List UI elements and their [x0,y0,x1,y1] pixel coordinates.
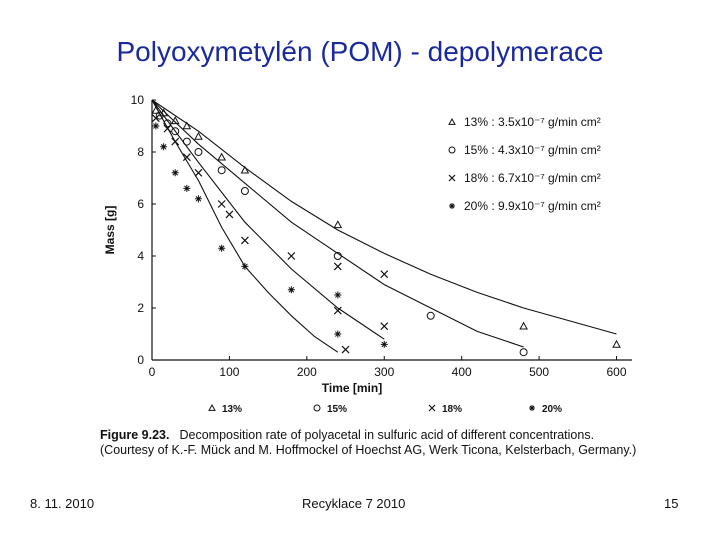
data-point-star [334,291,342,299]
bottom-legend-label: 18% [442,404,462,415]
data-point-star [334,330,342,338]
data-point-circle [194,148,203,156]
figure-caption: Figure 9.23. Decomposition rate of polyac… [100,428,650,458]
legend-marker-triangle [448,117,456,125]
data-point-circle [426,311,435,320]
footer-date: 8. 11. 2010 [30,496,95,511]
y-tick-label: 0 [137,353,144,367]
series-curve-15% [151,99,524,348]
x-axis-label: Time [min] [322,381,382,395]
data-point-circle [519,348,528,357]
legend-entry: 13% : 3.5x10⁻⁷ g/min cm² [464,115,601,129]
y-axis-label: Mass [g] [103,206,117,255]
footer-center: Recyklace 7 2010 [302,496,406,511]
data-point-x [151,114,160,123]
y-tick-label: 8 [137,145,144,159]
data-point-star [152,122,160,130]
legend-entry: 15% : 4.3x10⁻⁷ g/min cm² [464,143,601,157]
bottom-legend-label: 20% [542,404,562,415]
y-tick-label: 6 [137,197,144,211]
data-point-triangle [612,339,621,348]
data-point-x [225,210,234,219]
data-point-triangle [217,152,227,161]
data-point-triangle [182,121,192,130]
data-point-x [240,236,249,245]
data-point-circle [171,127,180,136]
data-point-triangle [240,165,250,174]
data-point-x [194,168,203,177]
data-point-x [333,262,342,271]
figure-label: Figure 9.23. [100,428,170,442]
legend-entry: 20% : 9.9x10⁻⁷ g/min cm² [464,199,601,213]
x-tick-label: 600 [607,365,627,379]
data-point-triangle [194,131,203,140]
bottom-legend-marker-circle [313,404,321,412]
bottom-legend-label: 13% [222,404,242,415]
bottom-legend-marker-x [428,404,436,412]
bottom-legend-marker-triangle [208,403,216,411]
y-tick-label: 4 [137,249,144,263]
data-point-star [194,195,202,203]
legend-marker-x [448,174,456,182]
slide-title: Polyoxymetylén (POM) - depolymerace [116,36,604,67]
x-tick-label: 100 [219,365,239,379]
data-point-circle [217,166,226,175]
data-point-circle [333,252,342,260]
x-tick-label: 200 [297,365,317,379]
data-point-star [380,340,388,348]
bottom-legend-marker-star [529,405,535,411]
legend-marker-star [449,203,455,209]
data-point-circle [240,187,249,195]
data-point-x [380,270,389,279]
data-point-star [241,262,249,270]
data-point-triangle [333,220,343,229]
page-number: 15 [664,496,679,511]
data-point-x [182,153,191,162]
legend-marker-circle [448,146,456,154]
legend-entry: 18% : 6.7x10⁻⁷ g/min cm² [464,171,601,185]
x-tick-label: 0 [149,365,156,379]
x-tick-label: 500 [529,365,549,379]
data-point-star [287,286,295,294]
caption-text: Decomposition rate of polyacetal in sulf… [100,428,637,457]
data-point-star [171,169,179,177]
data-point-star [183,184,191,192]
data-point-x [333,306,342,315]
y-tick-label: 10 [131,93,145,107]
data-point-star [218,244,226,252]
data-point-triangle [519,321,528,330]
data-point-star [160,143,168,151]
data-point-x [217,200,226,208]
x-tick-label: 400 [452,365,472,379]
data-point-x [380,322,389,331]
data-point-x [341,345,350,354]
x-tick-label: 300 [374,365,394,379]
chart-figure: 0 2 4 6 8 10 0 100 200 300 400 500 600 Time [min] Mass… [92,90,652,490]
series-curve-13% [151,99,617,335]
data-point-x [287,252,296,260]
series-curve-18% [151,99,385,340]
bottom-legend-label: 15% [327,404,347,415]
y-tick-label: 2 [137,301,144,315]
